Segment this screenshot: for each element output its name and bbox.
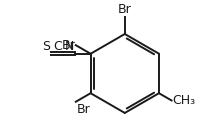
Text: N: N [65,40,74,53]
Text: S: S [43,40,51,53]
Text: CH₃: CH₃ [172,94,195,107]
Text: Br: Br [118,3,132,16]
Text: C: C [54,40,62,53]
Text: Br: Br [61,39,75,52]
Text: Br: Br [77,103,90,116]
